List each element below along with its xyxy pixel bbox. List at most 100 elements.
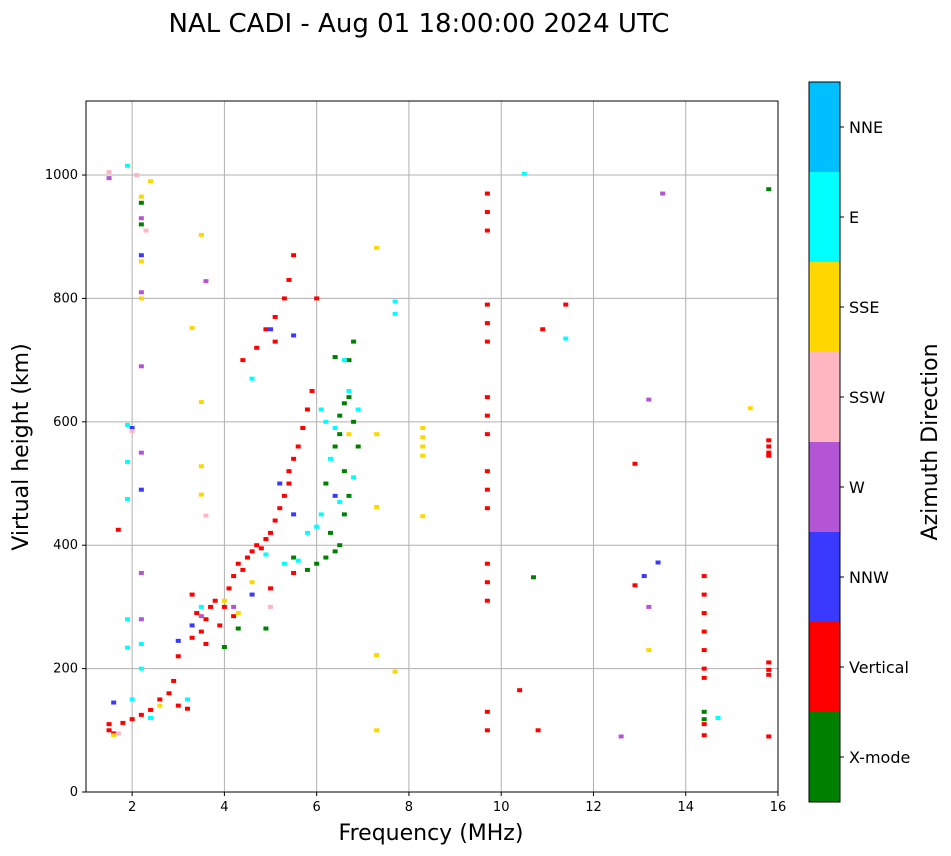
data-point-vertical	[281, 493, 287, 498]
data-point-x-mode	[355, 444, 361, 449]
data-point-vertical	[309, 388, 315, 393]
data-point-vertical	[268, 530, 274, 535]
y-tick-label: 600	[53, 415, 78, 430]
data-point-vertical	[115, 527, 121, 532]
colorbar-segment	[809, 622, 840, 712]
y-axis-ticks: 0 200 400 600 800 1000	[45, 168, 86, 800]
data-point-e	[392, 299, 398, 304]
data-point-vertical	[231, 614, 237, 619]
data-point-vertical	[268, 586, 274, 591]
data-point-vertical	[701, 648, 707, 653]
data-point-sse	[189, 326, 195, 331]
colorbar-segment	[809, 82, 840, 172]
data-point-e	[304, 530, 310, 535]
data-point-e	[281, 561, 287, 566]
data-point-sse	[747, 406, 753, 411]
data-point-x-mode	[323, 481, 329, 486]
data-point-vertical	[291, 253, 297, 258]
data-point-vertical	[484, 191, 490, 196]
x-tick-label: 16	[770, 800, 787, 815]
data-point-vertical	[175, 703, 181, 708]
data-point-vertical	[138, 712, 144, 717]
data-point-vertical	[701, 629, 707, 634]
data-point-vertical	[217, 623, 223, 628]
data-point-vertical	[701, 592, 707, 597]
data-point-vertical	[632, 583, 638, 588]
data-point-vertical	[249, 549, 255, 554]
data-point-w	[203, 279, 209, 284]
data-point-vertical	[189, 592, 195, 597]
data-point-vertical	[244, 555, 250, 560]
data-point-vertical	[304, 407, 310, 412]
data-point-sse	[157, 703, 163, 708]
data-point-x-mode	[291, 555, 297, 560]
data-point-w	[138, 290, 144, 295]
colorbar-label: W	[849, 478, 865, 497]
data-point-e	[125, 617, 131, 622]
data-point-e	[337, 500, 343, 505]
data-point-e	[138, 641, 144, 646]
data-point-vertical	[701, 611, 707, 616]
data-point-x-mode	[530, 575, 536, 580]
data-point-vertical	[484, 228, 490, 233]
data-point-sse	[420, 453, 426, 458]
data-point-x-mode	[138, 222, 144, 227]
data-point-e	[138, 666, 144, 671]
colorbar-segment	[809, 712, 840, 802]
data-point-vertical	[189, 635, 195, 640]
data-point-ssw	[134, 173, 140, 178]
data-point-x-mode	[337, 432, 343, 437]
data-point-e	[295, 558, 301, 563]
data-point-w	[646, 604, 652, 609]
colorbar-segment	[809, 352, 840, 442]
data-point-e	[314, 524, 320, 529]
data-point-sse	[198, 492, 204, 497]
data-point-nnw	[249, 592, 255, 597]
data-point-w	[231, 604, 237, 609]
data-point-w	[198, 614, 204, 619]
data-point-sse	[138, 194, 144, 199]
data-point-sse	[235, 611, 241, 616]
data-point-vertical	[766, 444, 772, 449]
data-point-vertical	[484, 395, 490, 400]
data-point-vertical	[175, 654, 181, 659]
chart-title: NAL CADI - Aug 01 18:00:00 2024 UTC	[169, 9, 670, 39]
data-point-vertical	[281, 296, 287, 301]
data-point-vertical	[286, 277, 292, 282]
data-point-sse	[420, 514, 426, 519]
data-point-e	[318, 512, 324, 517]
data-point-vertical	[484, 413, 490, 418]
data-point-vertical	[198, 629, 204, 634]
data-point-e	[249, 376, 255, 381]
data-point-sse	[374, 245, 380, 250]
data-point-x-mode	[346, 358, 352, 363]
data-point-e	[125, 645, 131, 650]
x-tick-label: 14	[677, 800, 694, 815]
data-point-x-mode	[304, 567, 310, 572]
data-point-nnw	[175, 638, 181, 643]
data-point-sse	[392, 669, 398, 674]
data-point-e	[263, 552, 269, 557]
data-point-vertical	[272, 314, 278, 319]
data-point-vertical	[194, 611, 200, 616]
data-point-vertical	[291, 456, 297, 461]
data-point-vertical	[484, 709, 490, 714]
data-point-nnw	[641, 574, 647, 579]
data-point-vertical	[231, 574, 237, 579]
data-point-e	[323, 419, 329, 424]
data-point-sse	[374, 728, 380, 733]
data-point-e	[184, 697, 190, 702]
data-point-vertical	[701, 733, 707, 738]
data-point-sse	[198, 464, 204, 469]
data-point-vertical	[766, 734, 772, 739]
data-point-vertical	[701, 722, 707, 727]
data-point-e	[355, 407, 361, 412]
data-point-ssw	[268, 604, 274, 609]
data-point-sse	[148, 179, 154, 184]
colorbar-title: Azimuth Direction	[918, 343, 943, 540]
colorbar-segment	[809, 172, 840, 262]
data-point-vertical	[184, 706, 190, 711]
data-point-w	[138, 570, 144, 575]
data-point-e	[125, 422, 131, 427]
data-point-e	[318, 407, 324, 412]
